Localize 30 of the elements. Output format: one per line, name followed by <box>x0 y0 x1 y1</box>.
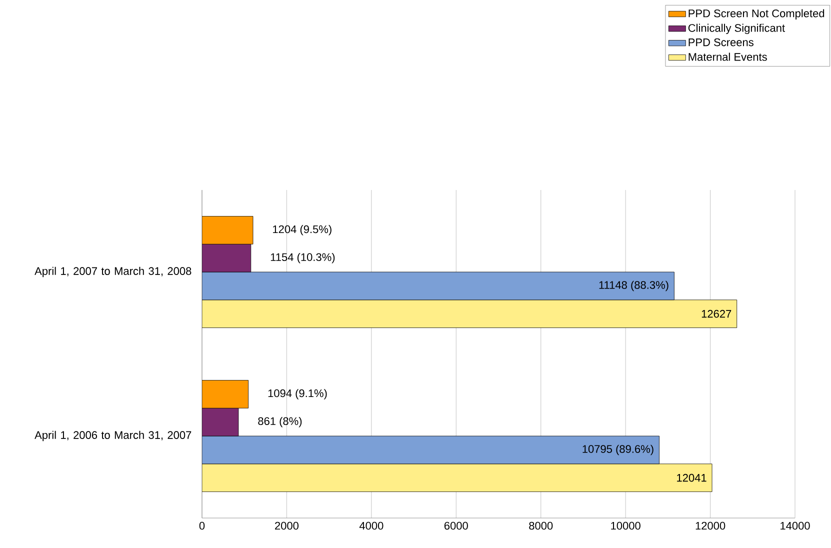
data-label: 10795 (89.6%) <box>582 444 654 456</box>
data-label: 1154 (10.3%) <box>270 252 335 264</box>
legend-label: PPD Screen Not Completed <box>688 9 824 20</box>
data-label: 11148 (88.3%) <box>599 280 668 292</box>
x-tick-label: 0 <box>199 522 205 530</box>
x-tick-label: 2000 <box>275 522 299 530</box>
x-tick-label: 8000 <box>529 522 553 530</box>
data-label: 12627 <box>702 310 732 318</box>
bar <box>202 216 254 244</box>
legend-label: Clinically Significant <box>688 24 785 34</box>
bar <box>202 272 674 300</box>
data-label: 12041 <box>677 474 706 482</box>
bar <box>202 436 660 464</box>
x-tick-label: 14000 <box>780 522 810 530</box>
x-tick-label: 6000 <box>444 522 468 530</box>
y-tick-label: April 1, 2007 to March 31, 2008 <box>34 266 192 278</box>
x-tick-label: 10000 <box>611 522 640 530</box>
legend-label: PPD Screens <box>688 38 754 46</box>
legend-label: Maternal Events <box>688 52 767 61</box>
bar <box>202 244 252 272</box>
bar <box>202 408 239 436</box>
data-label: 1094 (9.1%) <box>268 389 327 400</box>
x-tick-label: 4000 <box>359 522 384 530</box>
bar <box>202 300 738 328</box>
data-label: 861 (8%) <box>258 416 302 428</box>
x-tick-label: 12000 <box>696 522 726 530</box>
bar <box>202 464 712 492</box>
data-label: 1204 (9.5%) <box>273 225 332 236</box>
bar <box>202 380 249 408</box>
y-tick-label: April 1, 2006 to March 31, 2007 <box>34 430 192 442</box>
